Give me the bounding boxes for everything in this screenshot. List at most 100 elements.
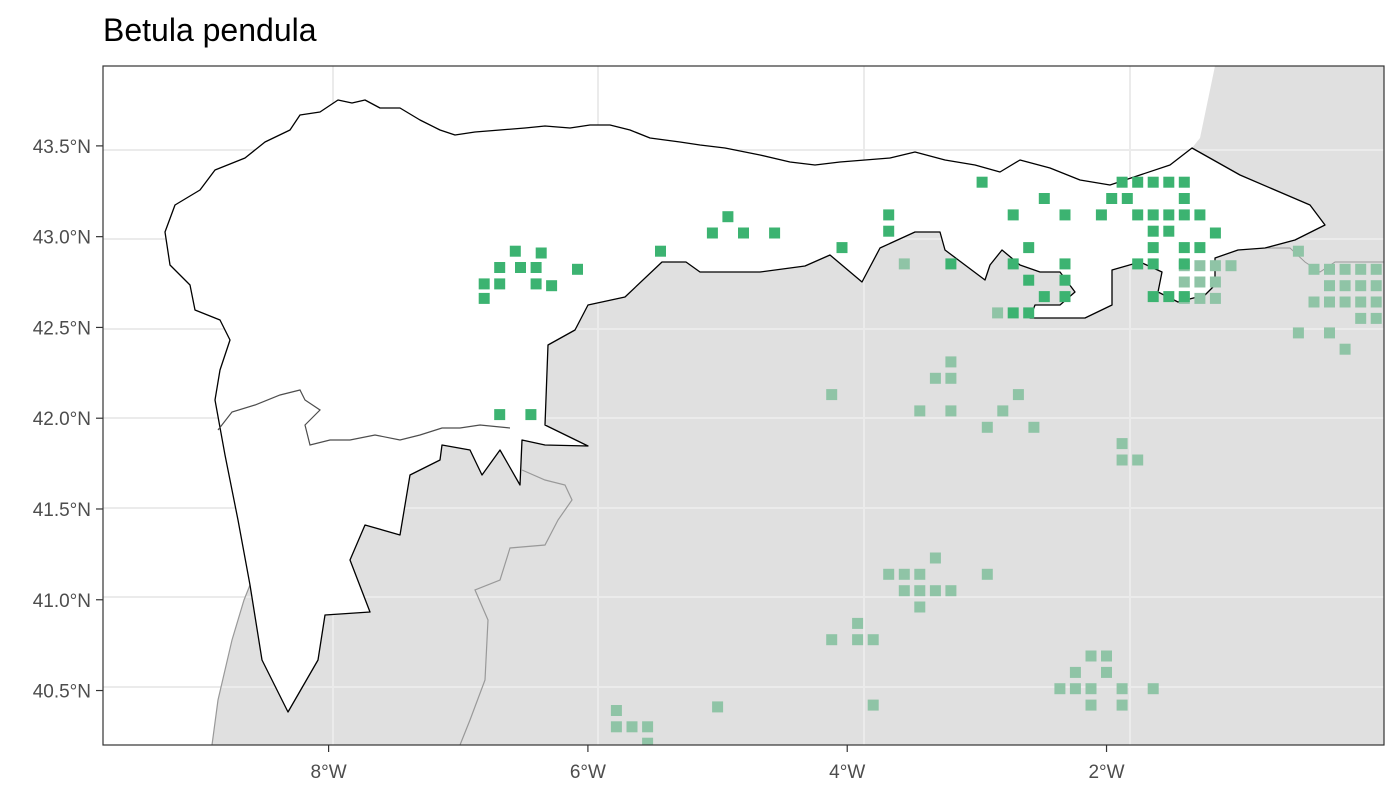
occurrence-point-inside: [478, 292, 490, 304]
occurrence-point-outside: [981, 421, 993, 433]
occurrence-point-outside: [1116, 699, 1128, 711]
occurrence-point-inside: [494, 409, 506, 421]
occurrence-point-outside: [1339, 296, 1351, 308]
occurrence-point-inside: [1163, 209, 1175, 221]
occurrence-point-outside: [898, 568, 910, 580]
occurrence-point-outside: [1101, 666, 1112, 678]
internal-border: [217, 389, 511, 446]
occurrence-point-outside: [1355, 296, 1367, 308]
occurrence-point-inside: [1132, 176, 1144, 188]
occurrence-point-outside: [867, 699, 879, 711]
occurrence-point-inside: [1209, 227, 1221, 239]
occurrence-point-inside: [1194, 209, 1206, 221]
occurrence-point-inside: [530, 278, 542, 290]
occurrence-point-outside: [1355, 263, 1367, 275]
occurrence-point-outside: [1370, 263, 1382, 275]
occurrence-point-inside: [1163, 225, 1175, 237]
occurrence-point-inside: [1023, 274, 1035, 286]
occurrence-point-outside: [1085, 683, 1097, 695]
occurrence-point-inside: [1116, 176, 1128, 188]
occurrence-points-outside: [610, 245, 1382, 745]
occurrence-point-outside: [945, 585, 957, 597]
x-tick-label: 6°W: [570, 762, 606, 783]
occurrence-point-outside: [1209, 276, 1221, 288]
occurrence-point-outside: [1085, 699, 1097, 711]
occurrence-point-inside: [1178, 193, 1190, 204]
occurrence-point-outside: [1308, 296, 1320, 308]
occurrence-point-inside: [883, 225, 895, 237]
occurrence-point-inside: [494, 262, 506, 273]
occurrence-point-inside: [1163, 176, 1175, 188]
occurrence-point-outside: [1339, 263, 1351, 275]
occurrence-point-outside: [712, 701, 724, 713]
occurrence-point-inside: [1059, 274, 1071, 286]
occurrence-point-inside: [546, 280, 558, 292]
occurrence-point-outside: [1012, 389, 1024, 401]
occurrence-point-outside: [1028, 421, 1040, 433]
y-axis: 43.5°N 43.0°N 42.5°N 42.0°N 41.5°N 41.0°N 40.5…: [33, 137, 103, 703]
x-axis: 8°W 6°W 4°W 2°W: [311, 745, 1125, 783]
occurrence-point-outside: [1324, 263, 1335, 275]
occurrence-point-outside: [610, 705, 622, 716]
occurrence-point-outside: [929, 552, 941, 564]
province-border-outside: [459, 469, 573, 745]
occurrence-point-outside: [1069, 666, 1081, 678]
occurrence-point-outside: [929, 372, 941, 384]
occurrence-point-outside: [1178, 276, 1190, 288]
occurrence-point-inside: [1132, 258, 1144, 270]
occurrence-point-inside: [738, 227, 749, 239]
occurrence-point-outside: [1194, 292, 1206, 304]
outside-land-area: [212, 66, 1384, 745]
occurrence-point-inside: [1038, 193, 1050, 204]
occurrence-point-outside: [1308, 263, 1320, 275]
panel-border: [102, 65, 1385, 746]
occurrence-point-outside: [1370, 312, 1382, 324]
occurrence-point-inside: [1147, 225, 1159, 237]
occurrence-point-outside: [1085, 650, 1097, 662]
occurrence-point-inside: [509, 245, 521, 257]
occurrence-point-outside: [1147, 683, 1159, 695]
occurrence-point-outside: [1116, 454, 1128, 466]
occurrence-point-outside: [852, 617, 864, 629]
occurrence-point-outside: [1324, 280, 1335, 292]
occurrence-point-outside: [1132, 454, 1144, 466]
occurrence-point-inside: [1023, 242, 1035, 254]
occurrence-point-inside: [525, 409, 537, 421]
occurrence-point-inside: [1178, 258, 1190, 270]
occurrence-point-inside: [1121, 193, 1133, 204]
occurrence-point-outside: [929, 585, 941, 597]
occurrence-point-inside: [722, 211, 734, 223]
occurrence-point-outside: [1194, 260, 1206, 272]
occurrence-point-inside: [1132, 209, 1144, 221]
occurrence-point-outside: [1209, 260, 1221, 272]
occurrence-point-outside: [945, 356, 957, 368]
occurrence-point-outside: [1370, 280, 1382, 292]
occurrence-point-inside: [1059, 258, 1071, 270]
occurrence-point-inside: [1178, 242, 1190, 254]
occurrence-point-inside: [1095, 209, 1107, 221]
occurrence-point-inside: [836, 242, 848, 254]
occurrence-point-outside: [1355, 312, 1367, 324]
occurrence-point-outside: [852, 634, 864, 646]
occurrence-point-inside: [706, 227, 718, 239]
occurrence-point-outside: [1370, 296, 1382, 308]
occurrence-point-outside: [914, 568, 926, 580]
occurrence-point-outside: [898, 258, 910, 270]
y-tick-label: 42.5°N: [33, 318, 91, 339]
occurrence-point-outside: [898, 585, 910, 597]
occurrence-point-inside: [1059, 209, 1071, 221]
occurrence-point-inside: [1007, 307, 1019, 319]
occurrence-point-outside: [981, 568, 993, 580]
occurrence-point-outside: [867, 634, 879, 646]
occurrence-point-inside: [1147, 242, 1159, 254]
occurrence-point-inside: [1147, 291, 1159, 303]
occurrence-point-inside: [1178, 291, 1190, 303]
occurrence-point-inside: [515, 262, 526, 273]
occurrence-point-inside: [1023, 307, 1035, 319]
occurrence-point-inside: [976, 176, 988, 188]
x-tick-label: 8°W: [311, 762, 347, 783]
occurrence-point-inside: [1194, 242, 1206, 254]
occurrence-point-outside: [1339, 280, 1351, 292]
occurrence-point-inside: [572, 263, 583, 275]
occurrence-point-outside: [992, 307, 1004, 319]
